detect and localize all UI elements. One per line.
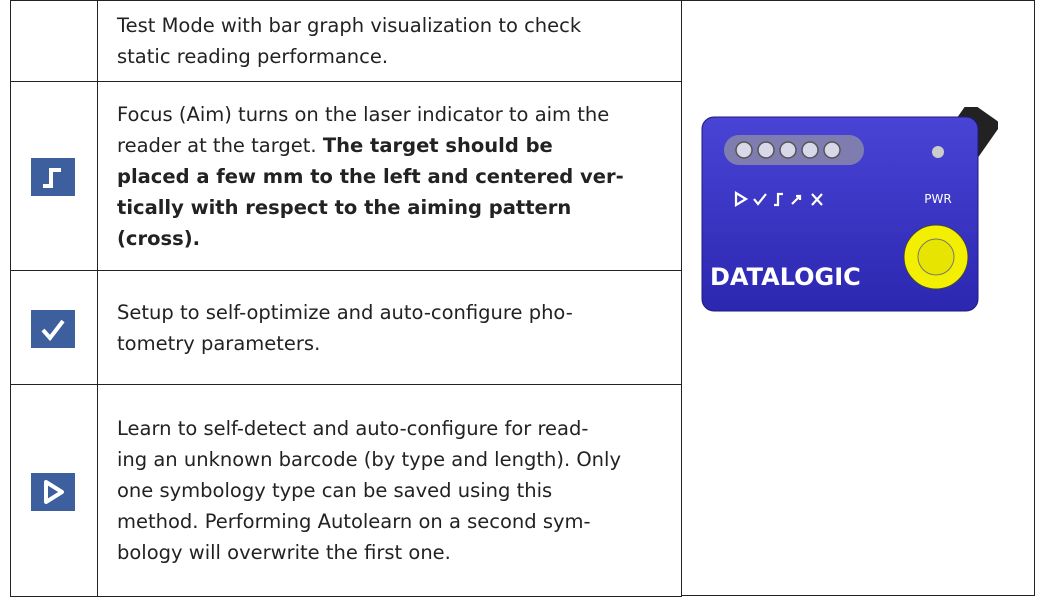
text-segment: placed a few mm to the left and centered… [117, 164, 624, 188]
text-segment: The target should be [322, 133, 553, 157]
text-line: Setup to self-optimize and auto-configur… [117, 297, 681, 328]
icon-cell [10, 81, 98, 271]
mode-icon [31, 158, 75, 196]
image-cell: PWR DATALOGIC [681, 0, 1035, 596]
text-line: tically with respect to the aiming patte… [117, 192, 681, 223]
icon-cell [10, 270, 98, 385]
text-cell: Setup to self-optimize and auto-configur… [97, 270, 682, 385]
text-line: bology will overwrite the first one. [117, 537, 681, 568]
text-cell: Focus (Aim) turns on the laser indicator… [97, 81, 682, 271]
text-segment: tically with respect to the aiming patte… [117, 195, 572, 219]
text-cell: Test Mode with bar graph visualization t… [97, 0, 682, 82]
text-line: static reading performance. [117, 41, 681, 72]
text-segment: (cross). [117, 226, 201, 250]
mode-icon [31, 472, 75, 511]
text-line: Focus (Aim) turns on the laser indicator… [117, 99, 681, 130]
text-cell: Learn to self-detect and auto-configure … [97, 384, 682, 597]
text-line: (cross). [117, 223, 681, 254]
text-segment: static reading performance. [117, 45, 389, 68]
text-segment: ing an unknown barcode (by type and leng… [117, 448, 622, 471]
text-line: Test Mode with bar graph visualization t… [117, 10, 681, 41]
icon-cell [10, 0, 98, 82]
device-image: PWR DATALOGIC [701, 107, 998, 312]
text-line: method. Performing Autolearn on a second… [117, 506, 681, 537]
text-segment: reader at the target. [117, 133, 317, 157]
text-segment: tometry parameters. [117, 331, 321, 355]
power-label: PWR [924, 192, 951, 206]
text-segment: one symbology type can be saved using th… [117, 479, 553, 502]
icon-cell [10, 384, 98, 597]
text-segment: Focus (Aim) turns on the laser indicator… [117, 102, 610, 126]
text-segment: Test Mode with bar graph visualization t… [117, 14, 582, 37]
text-segment: method. Performing Autolearn on a second… [117, 510, 591, 533]
text-line: one symbology type can be saved using th… [117, 475, 681, 506]
mode-icon [31, 309, 75, 348]
brand-label: DATALOGIC [710, 263, 861, 291]
text-line: Learn to self-detect and auto-configure … [117, 413, 681, 444]
text-segment: bology will overwrite the first one. [117, 541, 451, 564]
text-line: tometry parameters. [117, 328, 681, 359]
text-line: ing an unknown barcode (by type and leng… [117, 444, 681, 475]
text-segment: Learn to self-detect and auto-configure … [117, 417, 589, 440]
text-segment: Setup to self-optimize and auto-configur… [117, 300, 573, 324]
text-line: placed a few mm to the left and centered… [117, 161, 681, 192]
text-line: reader at the target. The target should … [117, 130, 681, 161]
